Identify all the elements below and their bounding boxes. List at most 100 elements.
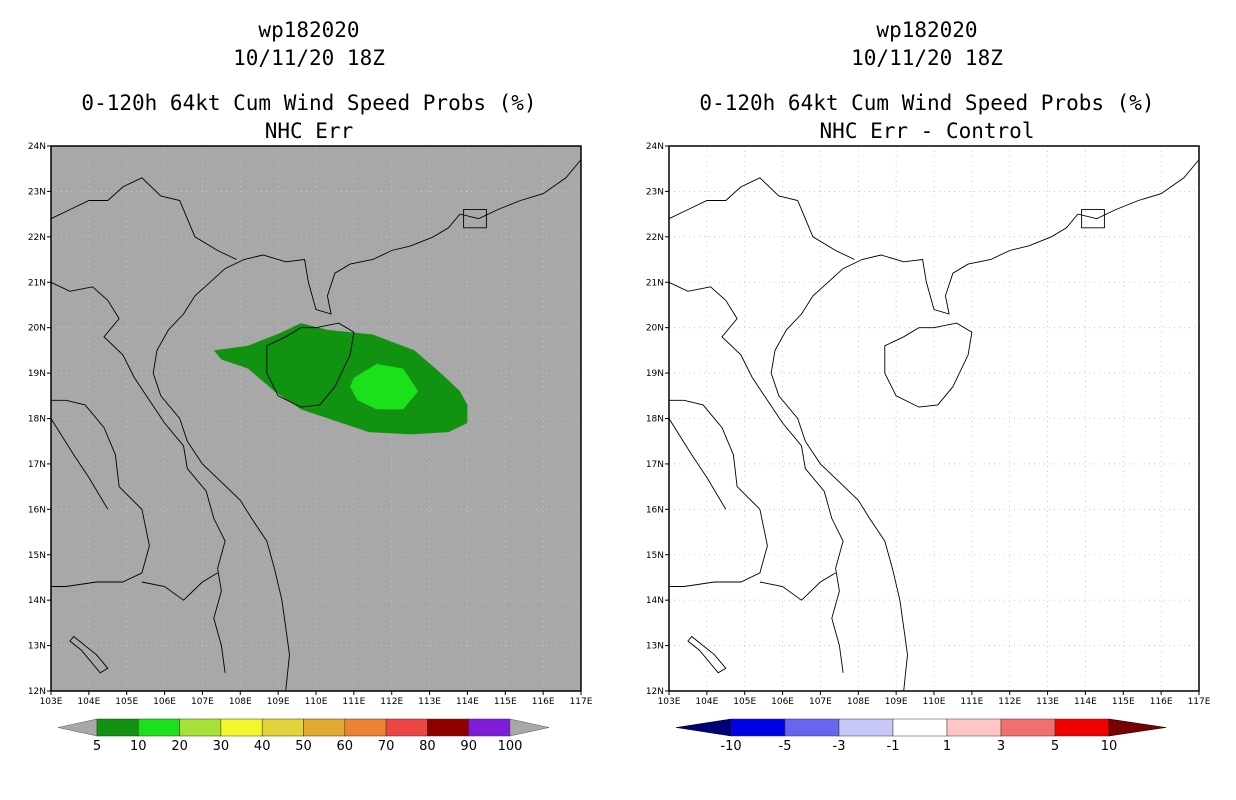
lat-tick-label: 24N xyxy=(646,142,664,152)
colorbar-swatch xyxy=(784,718,840,737)
subtitle: NHC Err xyxy=(264,119,354,143)
date-title: 10/11/20 18Z xyxy=(233,46,385,70)
colorbar-swatch xyxy=(427,718,469,737)
colorbar-label: 20 xyxy=(171,739,188,754)
coastline xyxy=(668,177,855,260)
colorbar-label: 90 xyxy=(460,739,477,754)
colorbar-low-arrow xyxy=(675,718,732,737)
colorbar-swatch xyxy=(220,718,263,737)
lat-tick-label: 23N xyxy=(28,187,46,197)
right-panel: wp182020 10/11/20 18Z 0-120h 64kt Cum Wi… xyxy=(618,0,1236,800)
coastline xyxy=(770,159,1200,692)
colorbar-swatch xyxy=(344,718,387,737)
lat-tick-label: 13N xyxy=(646,642,664,652)
colorbar-label: 40 xyxy=(254,739,271,754)
product-title: 0-120h 64kt Cum Wind Speed Probs (%) xyxy=(699,91,1155,115)
lat-tick-label: 13N xyxy=(28,642,46,652)
coastline xyxy=(669,399,768,587)
lat-tick-label: 16N xyxy=(646,505,664,515)
lat-tick-label: 18N xyxy=(28,415,46,425)
product-title: 0-120h 64kt Cum Wind Speed Probs (%) xyxy=(81,91,537,115)
date-title: 10/11/20 18Z xyxy=(851,46,1003,70)
difference-map: 103E 104E 105E 106E 107E 108E 109E 110E 111E 112E… xyxy=(646,142,1211,754)
coastline xyxy=(759,572,836,601)
colorbar-swatch xyxy=(1054,718,1110,737)
colorbar-label: 5 xyxy=(93,739,101,754)
coastline xyxy=(141,572,218,601)
colorbar-label: 50 xyxy=(295,739,312,754)
colorbar-swatch xyxy=(138,718,180,737)
lon-tick-label: 108E xyxy=(229,697,252,707)
lon-tick-label: 104E xyxy=(77,697,100,707)
lon-tick-label: 113E xyxy=(1036,697,1059,707)
coastline xyxy=(69,635,109,674)
lat-tick-label: 22N xyxy=(28,233,46,243)
lon-tick-label: 117E xyxy=(570,697,593,707)
lon-tick-label: 107E xyxy=(191,697,214,707)
lat-tick-label: 21N xyxy=(646,278,664,288)
lat-tick-label: 18N xyxy=(646,415,664,425)
colorbar-label: 80 xyxy=(419,739,436,754)
lon-tick-label: 105E xyxy=(733,697,756,707)
coastline xyxy=(884,322,973,408)
coastline xyxy=(668,418,727,510)
coastline xyxy=(152,159,582,692)
lon-tick-label: 115E xyxy=(1112,697,1135,707)
lat-tick-label: 21N xyxy=(28,278,46,288)
colorbar-label: 10 xyxy=(1101,739,1118,754)
lat-tick-label: 14N xyxy=(646,596,664,606)
subtitle: NHC Err - Control xyxy=(819,119,1035,143)
lat-tick-label: 12N xyxy=(28,687,46,697)
probability-contour-10-20 xyxy=(350,364,419,410)
storm-id-title: wp182020 xyxy=(258,18,360,42)
lon-tick-label: 106E xyxy=(153,697,176,707)
colorbar-swatch xyxy=(96,718,139,737)
colorbar-label: 10 xyxy=(130,739,147,754)
lon-tick-label: 112E xyxy=(998,697,1021,707)
colorbar-swatch xyxy=(730,718,786,737)
coastline xyxy=(51,399,150,587)
colorbar-label: -10 xyxy=(720,739,741,754)
colorbar-swatch xyxy=(468,718,511,737)
lon-tick-label: 116E xyxy=(1150,697,1173,707)
colorbar-high-arrow xyxy=(1108,718,1167,737)
lat-tick-label: 17N xyxy=(28,460,46,470)
colorbar-label: 100 xyxy=(498,739,523,754)
colorbar-swatch xyxy=(179,718,222,737)
lon-tick-label: 103E xyxy=(658,697,681,707)
left-panel: wp182020 10/11/20 18Z 0-120h 64kt Cum Wi… xyxy=(28,18,593,754)
coastline xyxy=(687,635,727,674)
colorbar-swatch xyxy=(1000,718,1056,737)
lat-tick-label: 22N xyxy=(646,233,664,243)
lon-tick-label: 111E xyxy=(342,697,365,707)
colorbar-label: -1 xyxy=(887,739,900,754)
colorbar-label: -3 xyxy=(833,739,846,754)
coastline xyxy=(266,322,355,408)
storm-id-title: wp182020 xyxy=(876,18,978,42)
colorbar-swatch xyxy=(385,718,428,737)
colorbar-label: 70 xyxy=(378,739,395,754)
lat-tick-label: 19N xyxy=(646,369,664,379)
lat-tick-label: 17N xyxy=(646,460,664,470)
colorbar-label: 1 xyxy=(943,739,951,754)
colorbar-swatch xyxy=(303,718,346,737)
lon-tick-label: 107E xyxy=(809,697,832,707)
coastline xyxy=(50,177,237,260)
coastline xyxy=(668,281,844,673)
colorbar-label: 5 xyxy=(1051,739,1059,754)
coastline xyxy=(50,281,226,673)
colorbar-swatch xyxy=(892,718,948,737)
colorbar-label: 30 xyxy=(213,739,230,754)
hong-kong-box xyxy=(463,209,487,229)
lon-tick-label: 115E xyxy=(494,697,517,707)
lat-tick-label: 19N xyxy=(28,369,46,379)
lat-tick-label: 12N xyxy=(646,687,664,697)
lat-tick-label: 15N xyxy=(28,551,46,561)
lon-tick-label: 104E xyxy=(695,697,718,707)
colorbar-high-arrow xyxy=(509,718,550,737)
colorbar-swatch xyxy=(838,718,894,737)
lon-tick-label: 109E xyxy=(885,697,908,707)
lon-tick-label: 103E xyxy=(40,697,63,707)
lat-tick-label: 23N xyxy=(646,187,664,197)
coastline xyxy=(50,418,109,510)
